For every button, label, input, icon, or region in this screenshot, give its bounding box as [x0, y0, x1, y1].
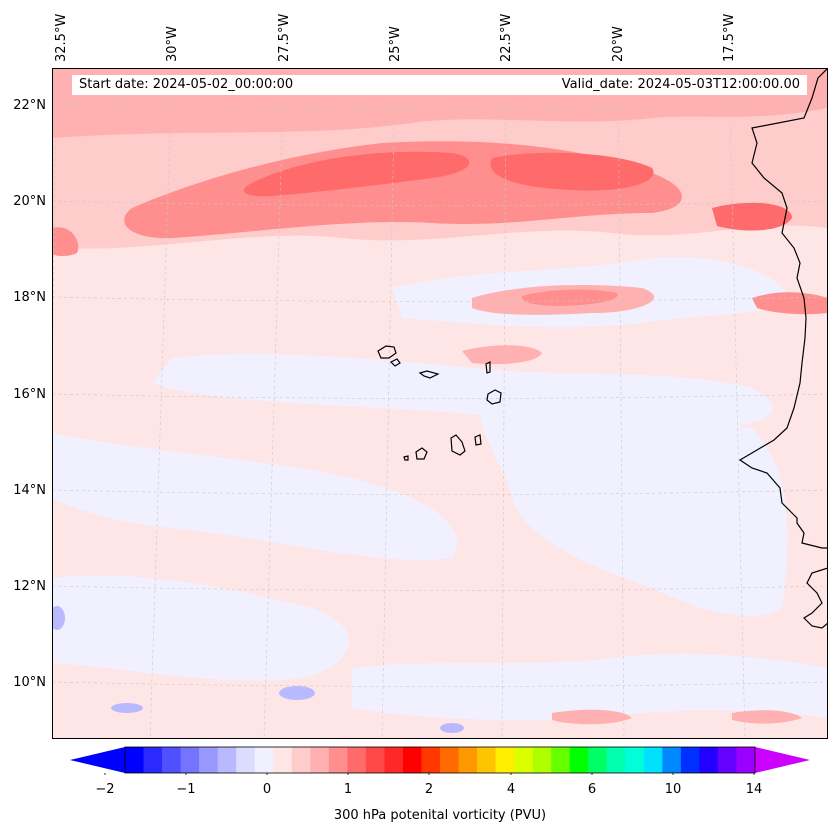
colorbar-segment — [736, 747, 756, 773]
valid-date-label: Valid_date: 2024-05-03T12:00:00.00 — [561, 77, 800, 92]
colorbar-segment — [236, 747, 256, 773]
cb-tick-label-1: −1 — [176, 782, 196, 797]
colorbar-label: 300 hPa potenital vorticity (PVU) — [333, 808, 547, 823]
colorbar-segment — [569, 747, 589, 773]
pv-negative-patch-5 — [52, 575, 350, 681]
pv-streak-2 — [462, 345, 542, 365]
colorbar-segment — [347, 747, 367, 773]
lat-label-10n: 10°N — [13, 675, 46, 690]
pv-map — [52, 68, 828, 739]
lon-label-32.5w: 32.5°W — [54, 13, 69, 62]
lat-label-14n: 14°N — [13, 483, 46, 498]
island-santiago — [450, 434, 466, 456]
colorbar-segment — [699, 747, 719, 773]
africa-coastline-south — [803, 567, 828, 629]
lon-label-22.5w: 22.5°W — [499, 13, 514, 62]
pv-negative-patch-4 — [479, 398, 788, 617]
colorbar-segment — [310, 747, 330, 773]
cb-tick-label-2: 0 — [262, 782, 272, 797]
cb-tick-label-0: −2 — [95, 782, 115, 797]
colorbar-ticks — [104, 773, 755, 775]
cb-tick-label-3: 1 — [343, 782, 353, 797]
cb-tick-label-4: 2 — [424, 782, 434, 797]
colorbar-segment — [217, 747, 237, 773]
lon-label-30w: 30°W — [165, 26, 180, 62]
colorbar-segment — [514, 747, 534, 773]
cb-tick-label-7: 10 — [664, 782, 682, 797]
colorbar-segment — [384, 747, 404, 773]
colorbar-segment — [495, 747, 515, 773]
pv-core-east — [712, 202, 792, 231]
pv-negative-patch-6 — [352, 653, 828, 720]
colorbar-frame — [124, 746, 756, 774]
pv-core-1 — [243, 151, 470, 197]
colorbar-under-arrow — [70, 747, 125, 773]
date-header-box — [72, 75, 807, 95]
pv-negative-patch-10 — [440, 723, 464, 733]
lat-label-12n: 12°N — [13, 579, 46, 594]
colorbar-segment — [199, 747, 219, 773]
lon-label-25w: 25°W — [388, 26, 403, 62]
pv-streak-5 — [732, 710, 802, 724]
colorbar-segment — [717, 747, 737, 773]
colorbar-segment — [440, 747, 460, 773]
colorbar-segment — [662, 747, 682, 773]
lat-label-16n: 16°N — [13, 387, 46, 402]
lat-label-20n: 20°N — [13, 194, 46, 209]
colorbar — [70, 746, 810, 775]
colorbar-segment — [625, 747, 645, 773]
graticule — [52, 68, 828, 739]
pv-streak-1-core — [521, 289, 618, 306]
cb-tick-label-5: 4 — [506, 782, 516, 797]
pv-negative-patch-3 — [52, 433, 458, 561]
colorbar-segment — [402, 747, 422, 773]
colorbar-segment — [291, 747, 311, 773]
lon-label-17.5w: 17.5°W — [722, 13, 737, 62]
island-sal — [485, 361, 491, 374]
colorbar-segments — [125, 747, 756, 773]
colorbar-segment — [551, 747, 571, 773]
pv-core-west — [52, 227, 79, 257]
cb-tick-label-6: 6 — [587, 782, 597, 797]
colorbar-segment — [458, 747, 478, 773]
colorbar-segment — [532, 747, 552, 773]
map-frame — [52, 68, 828, 739]
pv-negative-patch-9 — [52, 606, 65, 630]
colorbar-segment — [680, 747, 700, 773]
colorbar-segment — [588, 747, 608, 773]
colorbar-segment — [162, 747, 182, 773]
start-date-label: Start date: 2024-05-02_00:00:00 — [79, 77, 294, 92]
island-sao-vicente — [389, 358, 401, 367]
lon-label-27.5w: 27.5°W — [277, 13, 292, 62]
island-brava — [403, 455, 409, 461]
africa-coastline — [738, 68, 828, 549]
island-fogo — [415, 447, 428, 460]
pv-core-2 — [490, 152, 654, 191]
pv-negative-patch-2 — [152, 353, 773, 428]
colorbar-segment — [643, 747, 663, 773]
colorbar-over-arrow — [755, 747, 810, 773]
colorbar-segment — [143, 747, 163, 773]
colorbar-segment — [254, 747, 274, 773]
cb-tick-label-8: 14 — [745, 782, 763, 797]
colorbar-segment — [365, 747, 385, 773]
colorbar-segment — [421, 747, 441, 773]
colorbar-segment — [273, 747, 293, 773]
lat-label-18n: 18°N — [13, 290, 46, 305]
pv-negative-patch-7 — [279, 686, 315, 700]
colorbar-segment — [125, 747, 145, 773]
island-santo-antao — [377, 345, 397, 359]
colorbar-segment — [606, 747, 626, 773]
island-boa-vista — [486, 389, 502, 405]
cape-verde-islands — [377, 345, 502, 461]
lat-label-22n: 22°N — [13, 98, 46, 113]
colorbar-segment — [180, 747, 200, 773]
pv-streak-4 — [552, 709, 632, 725]
colorbar-segment — [328, 747, 348, 773]
lon-label-20w: 20°W — [611, 26, 626, 62]
colorbar-segment — [477, 747, 497, 773]
island-sao-nicolau — [418, 370, 440, 379]
pv-negative-patch-8 — [111, 703, 143, 713]
island-maio — [474, 434, 482, 446]
